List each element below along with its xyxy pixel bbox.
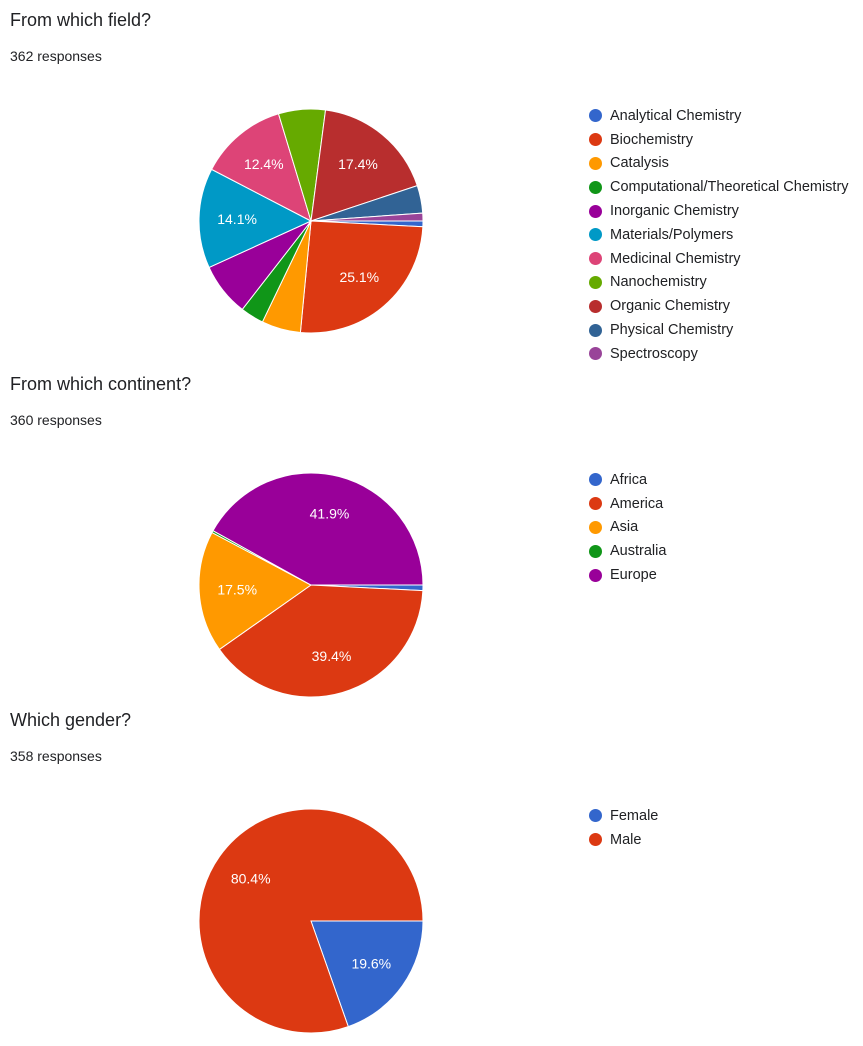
pie-chart-gender[interactable]: 19.6% 80.4% [0,700,863,1046]
slice-label-medicinal-chemistry: 12.4% [244,156,284,172]
legend-swatch [589,473,602,487]
legend-label: Female [610,807,659,824]
response-count: 358 responses [10,748,102,764]
legend-label: Catalysis [610,155,669,172]
legend-swatch [589,323,602,337]
legend-label: Spectroscopy [610,345,698,362]
pie-chart-continent[interactable]: 39.4% 17.5% 41.9% [0,364,863,704]
legend-swatch [589,520,602,534]
legend-swatch [589,228,602,242]
legend-gender: Female Male [589,804,658,852]
legend-item-europe[interactable]: Europe [589,563,666,587]
legend-field: Analytical Chemistry Biochemistry Catalysi… [589,104,849,366]
legend-item-organic-chemistry[interactable]: Organic Chemistry [589,294,849,318]
legend-label: Medicinal Chemistry [610,250,741,267]
legend-item-physical-chemistry[interactable]: Physical Chemistry [589,318,849,342]
legend-swatch [589,109,602,123]
legend-label: Computational/Theoretical Chemistry [610,179,849,196]
legend-item-america[interactable]: America [589,492,666,516]
legend-swatch [589,568,602,582]
legend-label: Europe [610,567,657,584]
legend-swatch [589,833,602,847]
legend-label: Organic Chemistry [610,298,731,315]
legend-item-female[interactable]: Female [589,804,658,828]
chart-title: From which field? [10,10,152,30]
legend-item-catalysis[interactable]: Catalysis [589,152,849,176]
legend-label: Asia [610,519,639,536]
legend-swatch [589,204,602,218]
legend-swatch [589,180,602,194]
legend-item-nanochemistry[interactable]: Nanochemistry [589,271,849,295]
pie-slice-male[interactable] [198,808,424,1034]
chart-field: From which field? 362 responses 25.1% 14.… [0,0,863,370]
legend-label: Analytical Chemistry [610,107,742,124]
legend-label: Physical Chemistry [610,322,734,339]
legend-item-computational-theoretical-chemistry[interactable]: Computational/Theoretical Chemistry [589,175,849,199]
chart-title: From which continent? [10,374,192,394]
slice-label-organic-chemistry: 17.4% [338,156,378,172]
pie-slice-asia[interactable] [198,531,312,651]
pie-slice-america[interactable] [218,584,424,698]
slice-label-materials-polymers: 14.1% [217,211,257,227]
legend-item-africa[interactable]: Africa [589,468,666,492]
legend-label: Australia [610,543,667,560]
response-count: 360 responses [10,412,102,428]
legend-item-biochemistry[interactable]: Biochemistry [589,128,849,152]
legend-swatch [589,347,602,361]
response-count: 362 responses [10,48,102,64]
pie-chart-field[interactable]: 25.1% 14.1% 12.4% 17.4% [0,0,863,370]
legend-swatch [589,252,602,266]
legend-swatch [589,299,602,313]
chart-continent: From which continent? 360 responses 39.4… [0,364,863,704]
legend-swatch [589,275,602,289]
slice-label-biochemistry: 25.1% [339,269,379,285]
legend-item-asia[interactable]: Asia [589,516,666,540]
legend-continent: Africa America Asia Australia Europe [589,468,666,587]
legend-item-medicinal-chemistry[interactable]: Medicinal Chemistry [589,247,849,271]
slice-label-male: 80.4% [231,870,271,886]
legend-item-inorganic-chemistry[interactable]: Inorganic Chemistry [589,199,849,223]
legend-item-analytical-chemistry[interactable]: Analytical Chemistry [589,104,849,128]
legend-swatch [589,497,602,511]
legend-item-male[interactable]: Male [589,828,658,852]
legend-item-spectroscopy[interactable]: Spectroscopy [589,342,849,366]
legend-swatch [589,133,602,147]
legend-item-australia[interactable]: Australia [589,539,666,563]
chart-gender: Which gender? 358 responses 19.6% 80.4% F… [0,700,863,1046]
pie-slice-organic-chemistry[interactable] [310,109,418,222]
slice-label-europe: 41.9% [310,505,350,521]
slice-label-asia: 17.5% [217,582,257,598]
legend-swatch [589,809,602,823]
legend-label: Materials/Polymers [610,226,734,243]
slice-label-america: 39.4% [312,648,352,664]
legend-swatch [589,544,602,558]
pie-slice-spectroscopy[interactable] [310,212,424,222]
legend-label: America [610,495,664,512]
pie-slice-biochemistry[interactable] [299,220,424,334]
pie-slice-europe[interactable] [212,472,424,586]
legend-swatch [589,156,602,170]
legend-item-materials-polymers[interactable]: Materials/Polymers [589,223,849,247]
legend-label: Male [610,831,642,848]
legend-label: Nanochemistry [610,274,707,291]
legend-label: Inorganic Chemistry [610,203,739,220]
legend-label: Africa [610,471,648,488]
slice-label-female: 19.6% [351,956,391,972]
pie-slice-materials-polymers[interactable] [198,168,313,269]
chart-title: Which gender? [10,710,132,730]
legend-label: Biochemistry [610,131,693,148]
